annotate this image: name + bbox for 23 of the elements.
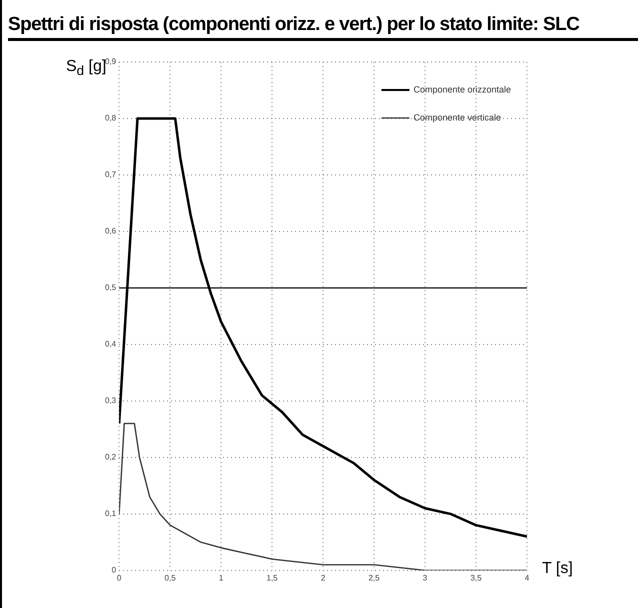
x-tick-label: 2,5 <box>368 573 380 582</box>
x-tick-label: 1,5 <box>266 573 278 582</box>
y-tick-label: 0,2 <box>104 452 117 462</box>
y-tick-label: 0,5 <box>104 283 117 292</box>
chart-title: Spettri di risposta (componenti orizz. e vert.) per lo stato limite: SLC <box>8 14 638 41</box>
x-tick-label: 2 <box>320 573 326 582</box>
legend-label: Componente orizzontale <box>413 84 512 94</box>
y-tick-label: 0,7 <box>104 170 117 180</box>
x-tick-label: 3,5 <box>470 573 482 582</box>
y-tick-label: 0 <box>112 566 117 575</box>
y-tick-label: 0,8 <box>104 114 117 123</box>
y-tick-label: 0,4 <box>104 340 117 349</box>
x-tick-label: 3 <box>422 573 428 582</box>
y-tick-label: 0,9 <box>104 57 117 66</box>
legend-label: Componente verticale <box>413 112 502 122</box>
x-tick-label: 1 <box>218 573 224 582</box>
x-axis-title: T [s] <box>542 560 573 578</box>
x-tick-label: 0,5 <box>164 573 176 582</box>
y-tick-label: 0,6 <box>104 226 117 236</box>
y-tick-label: 0,1 <box>104 509 117 518</box>
y-tick-label: 0,3 <box>104 396 117 406</box>
y-axis-title: S$_{d}$ [g] <box>66 58 106 78</box>
x-tick-label: 4 <box>524 573 530 582</box>
